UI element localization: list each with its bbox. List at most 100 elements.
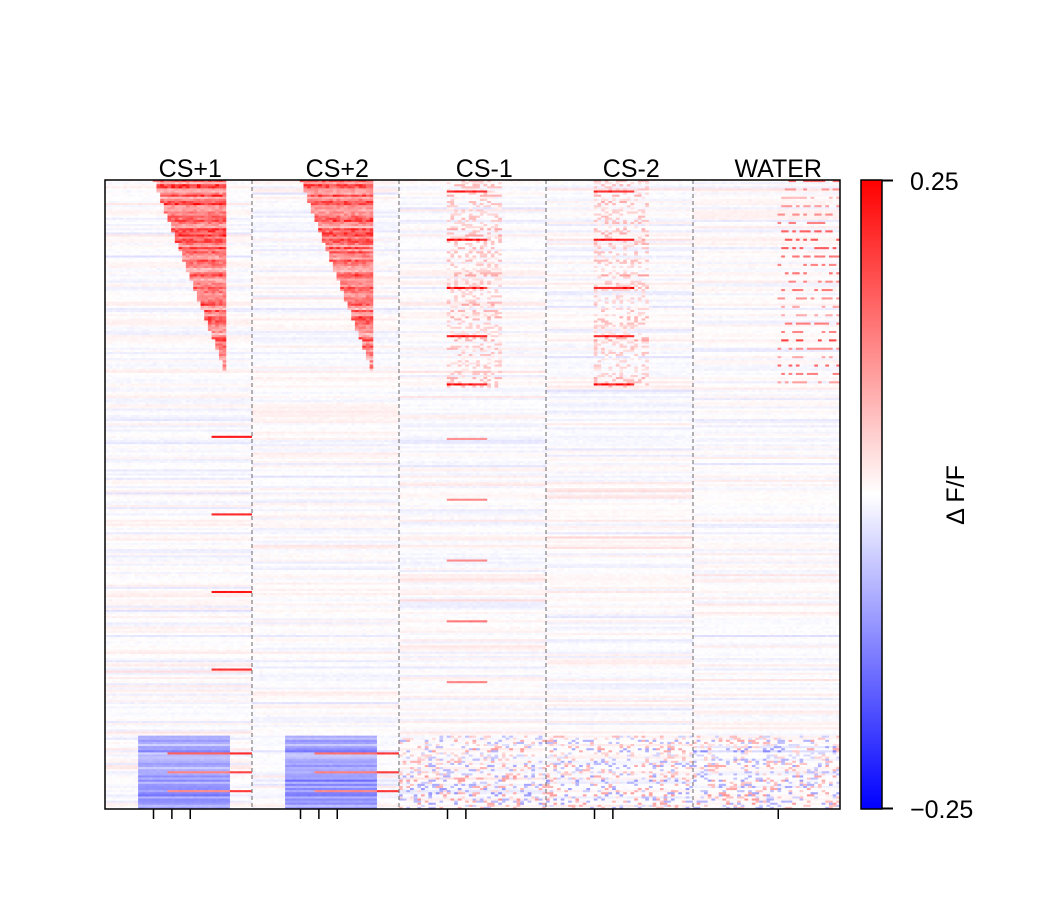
heatmap-cell	[314, 190, 318, 192]
heatmap-cell	[579, 201, 583, 203]
heatmap-cell	[171, 207, 175, 209]
heatmap-cell	[535, 190, 539, 192]
heatmap-cell	[340, 184, 344, 186]
heatmap-cell	[814, 197, 818, 199]
heatmap-cell	[322, 199, 326, 201]
heatmap-cell	[311, 197, 319, 199]
heatmap-cell	[292, 209, 296, 211]
heatmap-cell	[770, 203, 774, 205]
heatmap-cell	[392, 207, 396, 209]
heatmap-cell	[590, 190, 594, 192]
heatmap-cell	[719, 209, 730, 211]
heatmap-cell	[359, 193, 363, 195]
heatmap-cell	[337, 184, 341, 186]
heatmap-cell	[770, 199, 774, 201]
heatmap-cell	[318, 195, 322, 197]
heatmap-cell	[675, 205, 679, 207]
heatmap-cell	[403, 188, 407, 190]
heatmap-cell	[649, 199, 653, 201]
heatmap-cell	[608, 209, 612, 211]
heatmap-cell	[311, 207, 315, 209]
heatmap-cell	[653, 209, 657, 211]
heatmap-cell	[450, 184, 454, 186]
heatmap-cell	[579, 186, 583, 188]
heatmap-cell	[259, 209, 267, 211]
heatmap-cell	[792, 195, 796, 197]
heatmap-cell	[142, 184, 146, 186]
heatmap-cell	[715, 205, 719, 207]
heatmap-cell	[491, 186, 495, 188]
heatmap-cell	[649, 184, 653, 186]
heatmap-cell	[237, 182, 241, 184]
heatmap-cell	[359, 195, 363, 197]
heatmap-cell	[495, 193, 499, 195]
heatmap-cell	[553, 186, 557, 188]
heatmap-cell	[381, 203, 385, 205]
heatmap-cell	[781, 203, 785, 205]
heatmap-cell	[476, 184, 480, 186]
heatmap-cell	[616, 205, 620, 207]
heatmap-cell	[425, 199, 429, 201]
heatmap-cell	[774, 201, 778, 203]
heatmap-cell	[557, 188, 561, 190]
heatmap-cell	[631, 205, 635, 207]
heatmap-cell	[333, 186, 337, 188]
heatmap-cell	[454, 201, 462, 203]
heatmap-cell	[484, 205, 488, 207]
heatmap-cell	[535, 207, 539, 209]
heatmap-cell	[237, 193, 241, 195]
heatmap-cell	[234, 193, 238, 195]
heatmap-cell	[421, 205, 425, 207]
heatmap-cell	[752, 199, 756, 201]
heatmap-cell	[329, 209, 333, 211]
heatmap-cell	[506, 201, 510, 203]
heatmap-cell	[145, 205, 149, 207]
heatmap-cell	[708, 197, 712, 199]
heatmap-cell	[829, 203, 833, 205]
heatmap-cell	[528, 190, 532, 192]
heatmap-cell	[513, 188, 517, 190]
heatmap-cell	[546, 199, 550, 201]
heatmap-cell	[803, 197, 807, 199]
heatmap-cell	[741, 188, 745, 190]
heatmap-cell	[432, 195, 436, 197]
heatmap-cell	[531, 201, 535, 203]
heatmap-cell	[719, 186, 723, 188]
heatmap-cell	[285, 207, 289, 209]
heatmap-cell	[450, 193, 454, 195]
heatmap-cell	[201, 205, 205, 207]
heatmap-cell	[186, 197, 190, 199]
heatmap-cell	[656, 199, 660, 201]
heatmap-cell	[289, 203, 293, 205]
heatmap-cell	[586, 184, 590, 186]
heatmap-cell	[109, 182, 113, 184]
heatmap-cell	[612, 190, 616, 192]
heatmap-cell	[535, 186, 543, 188]
heatmap-cell	[590, 184, 594, 186]
heatmap-cell	[627, 190, 631, 192]
heatmap-cell	[208, 207, 212, 209]
heatmap-cell	[377, 190, 381, 192]
heatmap-cell	[112, 182, 116, 184]
heatmap-cell	[789, 184, 793, 186]
heatmap-cell	[759, 209, 763, 211]
heatmap-cell	[120, 205, 124, 207]
heatmap-cell	[303, 207, 307, 209]
heatmap-cell	[711, 186, 715, 188]
heatmap-cell	[450, 197, 454, 199]
heatmap-cell	[818, 188, 822, 190]
heatmap-cell	[726, 182, 730, 184]
heatmap-cell	[285, 186, 289, 188]
heatmap-cell	[759, 184, 763, 186]
heatmap-cell	[329, 207, 333, 209]
heatmap-cell	[796, 197, 800, 199]
heatmap-cell	[179, 205, 183, 207]
heatmap-cell	[833, 184, 837, 186]
heatmap-cell	[807, 195, 811, 197]
heatmap-cell	[484, 193, 488, 195]
heatmap-cell	[557, 201, 561, 203]
heatmap-cell	[241, 203, 249, 205]
heatmap-cell	[678, 197, 682, 199]
heatmap-cell	[711, 209, 715, 211]
heatmap-cell	[594, 182, 598, 184]
